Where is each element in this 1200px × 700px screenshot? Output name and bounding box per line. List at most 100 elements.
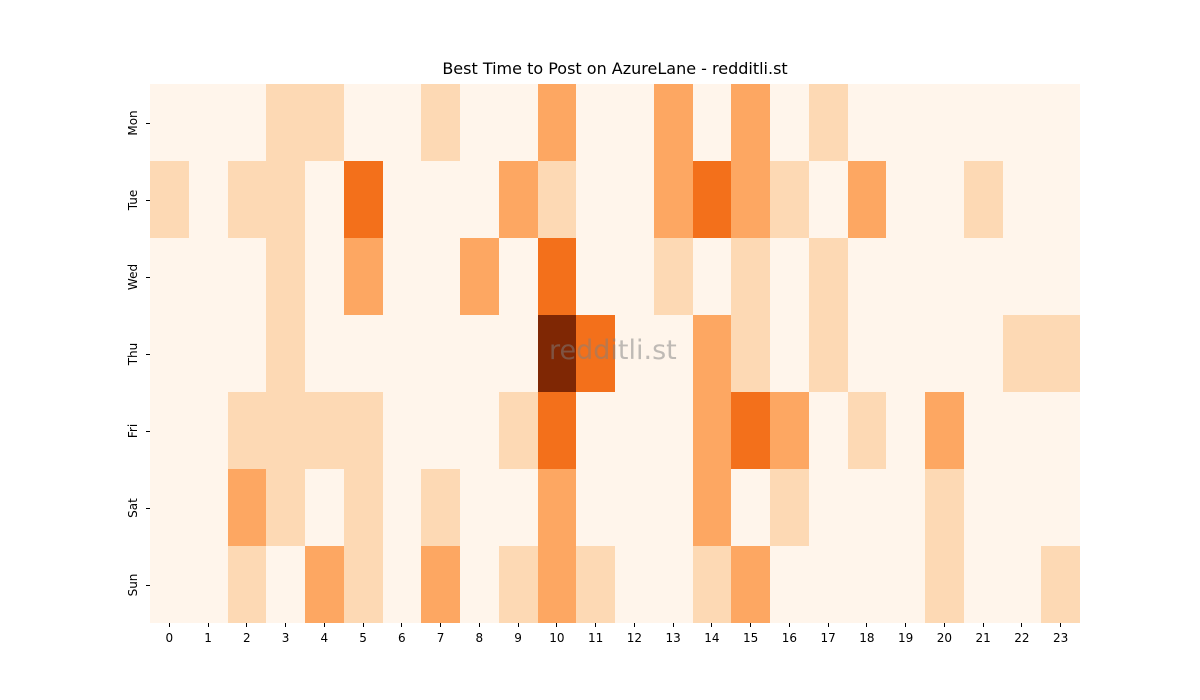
heatmap-cell <box>886 84 925 161</box>
heatmap-cell <box>150 392 189 469</box>
heatmap-cell <box>227 84 267 161</box>
y-tick-label: Wed <box>100 238 150 315</box>
heatmap-cell <box>731 84 770 161</box>
heatmap-cell <box>1002 392 1042 469</box>
heatmap-cell <box>770 392 809 469</box>
heatmap-cell <box>150 469 189 546</box>
heatmap-cell <box>1041 546 1080 623</box>
heatmap-cell <box>498 315 538 392</box>
x-tick-label: 19 <box>886 623 925 645</box>
heatmap-cell <box>382 469 422 546</box>
x-tick-label: 9 <box>499 623 538 645</box>
heatmap-cell <box>227 315 267 392</box>
heatmap-cell <box>188 315 228 392</box>
heatmap-cell <box>188 392 228 469</box>
heatmap-cell <box>498 392 538 469</box>
x-tick-label: 22 <box>1003 623 1042 645</box>
heatmap-cell <box>808 469 848 546</box>
heatmap-cell <box>925 392 964 469</box>
heatmap-cell <box>460 238 499 315</box>
heatmap-cell <box>808 546 848 623</box>
heatmap-cell <box>963 469 1003 546</box>
x-tick-label: 2 <box>228 623 267 645</box>
heatmap-cell <box>692 238 732 315</box>
heatmap-cell <box>576 469 615 546</box>
heatmap-cell <box>421 315 460 392</box>
heatmap-cell <box>421 392 460 469</box>
x-tick-label: 14 <box>693 623 732 645</box>
heatmap-cell <box>808 161 848 238</box>
heatmap-cell <box>1041 469 1080 546</box>
heatmap-cell <box>460 469 499 546</box>
x-tick-label: 11 <box>576 623 615 645</box>
heatmap-cell <box>382 238 422 315</box>
heatmap-cell <box>266 392 305 469</box>
y-axis: Mon Tue Wed Thu Fri Sat Sun <box>100 84 150 623</box>
heatmap-cell <box>963 546 1003 623</box>
heatmap-cell <box>576 392 615 469</box>
heatmap-cell <box>576 238 615 315</box>
heatmap-cell <box>770 238 809 315</box>
heatmap-cell <box>1002 238 1042 315</box>
heatmap-cell <box>615 238 654 315</box>
x-tick-label: 15 <box>731 623 770 645</box>
heatmap-cell <box>770 546 809 623</box>
heatmap-cell <box>382 161 422 238</box>
x-tick-label: 18 <box>848 623 887 645</box>
heatmap-cell <box>925 546 964 623</box>
heatmap-cell <box>150 546 189 623</box>
heatmap-cell <box>963 161 1003 238</box>
y-tick-label: Fri <box>100 392 150 469</box>
heatmap-cell <box>343 84 383 161</box>
heatmap-cell <box>731 161 770 238</box>
heatmap-cell <box>653 161 693 238</box>
heatmap-cell <box>692 392 732 469</box>
heatmap-cell <box>731 392 770 469</box>
heatmap-cell <box>1041 238 1080 315</box>
heatmap-cell <box>770 315 809 392</box>
heatmap-cell <box>808 238 848 315</box>
heatmap-cell <box>692 315 732 392</box>
heatmap-cell <box>460 546 499 623</box>
y-tick-label: Tue <box>100 161 150 238</box>
heatmap-cell <box>266 315 305 392</box>
heatmap-cell <box>305 315 344 392</box>
heatmap-cell <box>808 392 848 469</box>
heatmap-cell <box>150 238 189 315</box>
heatmap-cell <box>343 392 383 469</box>
heatmap-cell <box>537 392 577 469</box>
heatmap-cell <box>382 315 422 392</box>
heatmap-cell <box>1041 315 1080 392</box>
heatmap-cell <box>847 84 887 161</box>
heatmap-cell <box>188 469 228 546</box>
heatmap-cell <box>537 161 577 238</box>
heatmap-cell <box>1002 84 1042 161</box>
heatmap-cell <box>731 469 770 546</box>
heatmap-cell <box>421 84 460 161</box>
x-tick-label: 23 <box>1041 623 1080 645</box>
heatmap-cell <box>886 469 925 546</box>
watermark: redditli.st <box>549 335 677 366</box>
heatmap-cell <box>576 546 615 623</box>
heatmap-cell <box>227 546 267 623</box>
heatmap-cell <box>421 469 460 546</box>
x-tick-label: 13 <box>654 623 693 645</box>
heatmap-cell <box>1002 546 1042 623</box>
heatmap-cell <box>770 161 809 238</box>
heatmap-cell <box>847 315 887 392</box>
heatmap-cell <box>188 84 228 161</box>
heatmap-cell <box>498 469 538 546</box>
x-tick-label: 10 <box>538 623 577 645</box>
x-tick-label: 6 <box>383 623 422 645</box>
x-tick-label: 16 <box>770 623 809 645</box>
heatmap-cell <box>305 392 344 469</box>
heatmap-cell <box>692 161 732 238</box>
x-tick-label: 0 <box>150 623 189 645</box>
heatmap-cell <box>886 238 925 315</box>
heatmap-cell <box>382 546 422 623</box>
heatmap-cell <box>343 546 383 623</box>
heatmap-cell <box>266 469 305 546</box>
chart-title: Best Time to Post on AzureLane - redditl… <box>442 59 788 78</box>
heatmap-cell <box>498 161 538 238</box>
x-tick-label: 17 <box>809 623 848 645</box>
